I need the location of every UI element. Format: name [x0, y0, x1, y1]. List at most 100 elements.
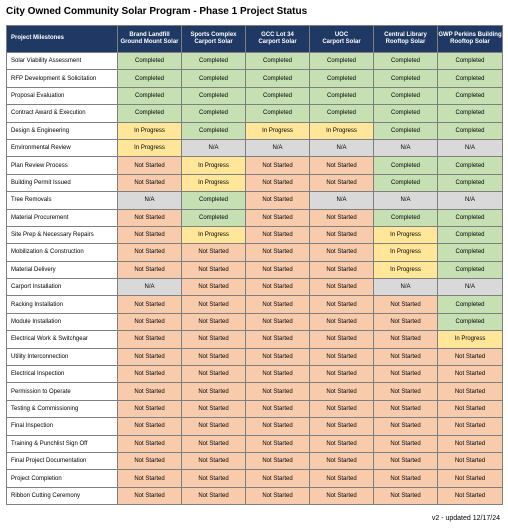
status-cell: Not Started [437, 347, 503, 367]
status-cell: Not Started [437, 486, 503, 506]
status-cell: Not Started [181, 486, 246, 506]
status-cell: Completed [437, 225, 503, 245]
milestone-cell: Material Procurement [6, 208, 118, 227]
status-cell: Completed [373, 104, 438, 123]
status-cell: Not Started [245, 399, 310, 419]
status-cell: N/A [117, 191, 182, 210]
status-cell: Completed [117, 86, 182, 106]
status-cell: Not Started [373, 469, 438, 488]
status-cell: N/A [309, 191, 374, 210]
table-row: Building Permit Issued Not Started In Prog… [6, 173, 503, 193]
status-cell: Not Started [373, 382, 438, 401]
status-cell: N/A [117, 278, 182, 297]
status-cell: Not Started [117, 156, 182, 175]
status-cell: Not Started [117, 451, 182, 471]
status-cell: N/A [437, 191, 503, 210]
header-project: Brand Landfill Ground Mount Solar [117, 25, 182, 53]
status-cell: Not Started [181, 451, 246, 471]
status-cell: Completed [181, 104, 246, 123]
milestone-cell: Carport Installation [6, 278, 118, 297]
status-cell: Not Started [245, 469, 310, 488]
status-cell: N/A [245, 138, 310, 158]
status-cell: Not Started [245, 330, 310, 349]
status-cell: Not Started [309, 399, 374, 419]
milestone-cell: Electrical Inspection [6, 365, 118, 384]
header-line2: Rooftop Solar [385, 39, 426, 45]
status-cell: Not Started [309, 278, 374, 297]
header-line1: UOC [334, 31, 349, 38]
status-cell: Not Started [245, 225, 310, 245]
status-cell: In Progress [437, 330, 503, 349]
status-cell: Completed [437, 208, 503, 227]
status-cell: Not Started [309, 382, 374, 401]
milestone-cell: Ribbon Cutting Ceremony [6, 486, 118, 506]
table-row: Plan Review Process Not Started In Progres… [6, 156, 503, 175]
status-cell: Not Started [373, 330, 438, 349]
status-cell: Not Started [181, 278, 246, 297]
milestone-cell: Electrical Work & Switchgear [6, 330, 118, 349]
status-cell: Not Started [309, 156, 374, 175]
status-cell: Not Started [373, 365, 438, 384]
milestone-cell: Proposal Evaluation [6, 86, 118, 106]
status-cell: Completed [117, 69, 182, 88]
version-footer: v2 - updated 12/17/24 [431, 515, 500, 522]
milestone-cell: Final Project Documentation [6, 451, 118, 471]
status-cell: Completed [181, 69, 246, 88]
status-cell: Completed [309, 104, 374, 123]
milestone-cell: Design & Engineering [6, 121, 118, 140]
status-cell: Not Started [309, 243, 374, 262]
table-row: Proposal Evaluation Completed Completed Com… [6, 86, 503, 106]
milestone-cell: Utility Interconnection [6, 347, 118, 367]
status-cell: Not Started [245, 156, 310, 175]
status-cell: In Progress [245, 121, 310, 140]
milestone-cell: Testing & Commissioning [6, 399, 118, 419]
status-cell: N/A [181, 138, 246, 158]
table-row: Project Completion Not Started Not Started… [6, 469, 503, 488]
status-cell: Not Started [181, 243, 246, 262]
header-line1: Sports Complex [190, 31, 237, 38]
status-cell: Not Started [117, 417, 182, 436]
status-cell: Not Started [309, 208, 374, 227]
status-cell: Not Started [117, 399, 182, 419]
status-table: Project Milestones Brand Landfill Ground … [6, 25, 503, 506]
status-cell: Not Started [245, 312, 310, 332]
status-cell: Completed [437, 312, 503, 332]
status-cell: Not Started [245, 417, 310, 436]
status-cell: Not Started [245, 365, 310, 384]
status-cell: Not Started [117, 208, 182, 227]
status-cell: Completed [181, 191, 246, 210]
milestone-cell: Tree Removals [6, 191, 118, 210]
status-cell: Not Started [245, 278, 310, 297]
status-cell: N/A [373, 138, 438, 158]
status-cell: Completed [373, 51, 438, 71]
status-cell: Completed [245, 51, 310, 71]
status-cell: Completed [181, 121, 246, 140]
table-row: Ribbon Cutting Ceremony Not Started Not St… [6, 486, 503, 506]
header-line1: GCC Lot 34 [261, 31, 294, 38]
status-cell: Not Started [373, 486, 438, 506]
status-cell: Completed [373, 86, 438, 106]
milestone-cell: Environmental Review [6, 138, 118, 158]
status-cell: Completed [437, 173, 503, 193]
status-cell: Not Started [181, 399, 246, 419]
status-cell: Completed [373, 69, 438, 88]
status-cell: Not Started [309, 451, 374, 471]
status-cell: Not Started [437, 382, 503, 401]
table-row: Design & Engineering In Progress Completed… [6, 121, 503, 140]
table-row: Material Delivery Not Started Not Started N… [6, 260, 503, 280]
status-cell: Not Started [309, 225, 374, 245]
status-cell: Not Started [245, 382, 310, 401]
status-cell: Not Started [309, 469, 374, 488]
status-cell: Not Started [245, 173, 310, 193]
status-cell: Completed [437, 69, 503, 88]
status-cell: Not Started [181, 312, 246, 332]
table-row: Final Project Documentation Not Started No… [6, 451, 503, 471]
status-cell: Completed [373, 173, 438, 193]
milestone-cell: RFP Development & Solicitation [6, 69, 118, 88]
status-cell: Completed [245, 86, 310, 106]
table-row: Electrical Inspection Not Started Not Star… [6, 365, 503, 384]
status-cell: Not Started [437, 469, 503, 488]
milestone-cell: Site Prep & Necessary Repairs [6, 225, 118, 245]
header-project: GWP Perkins Building Rooftop Solar [437, 25, 503, 53]
status-cell: Completed [181, 86, 246, 106]
